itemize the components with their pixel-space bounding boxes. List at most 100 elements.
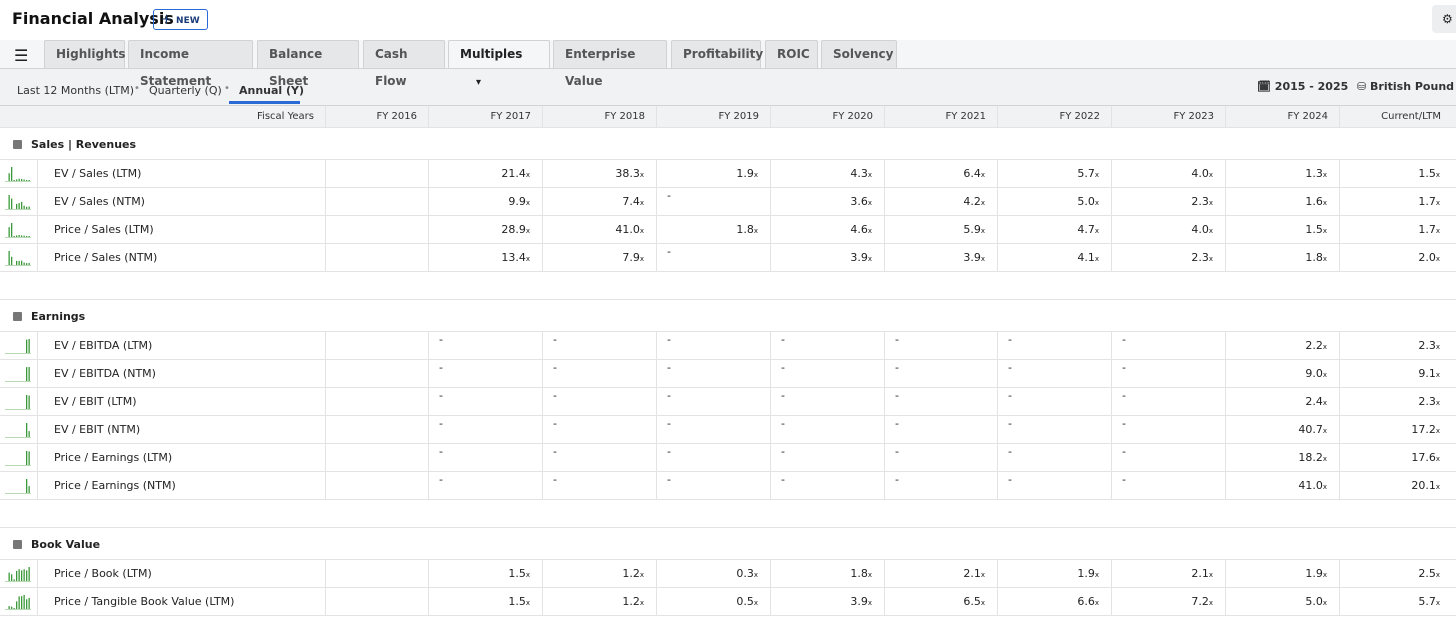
value-dash: - (1122, 417, 1126, 430)
sparkline-bar (16, 235, 18, 237)
table-row: EV / EBIT (NTM) - - - - - - - 40.7x 17.2x (0, 416, 1456, 444)
tab[interactable]: ROIC (765, 40, 818, 68)
value-cell: 2.3x (1339, 332, 1452, 360)
sparkline-bar (26, 206, 28, 209)
tab[interactable]: Profitability (671, 40, 763, 68)
value-dash: - (1008, 389, 1012, 402)
value-cell: 1.8x (1225, 244, 1339, 272)
settings-button[interactable]: ⚙ (1432, 5, 1456, 33)
value-dash: - (439, 445, 443, 458)
sparkline-bar (26, 263, 28, 265)
collapse-icon[interactable] (13, 312, 22, 321)
value-cell: 5.7x (1339, 588, 1452, 616)
value-cell: 41.0x (1225, 472, 1339, 500)
value-cell: - (428, 416, 542, 444)
value-text: 4.0x (1191, 223, 1213, 236)
value-text: 13.4x (501, 251, 530, 264)
tab[interactable]: Enterprise Value (553, 40, 667, 88)
new-button[interactable]: + NEW (153, 9, 208, 30)
value-cell: 18.2x (1225, 444, 1339, 472)
sparkline-bar (11, 223, 13, 237)
sparkline-bar (26, 339, 28, 353)
column-header: FY 2018 (542, 106, 656, 128)
value-cell: 9.9x (428, 188, 542, 216)
section-header: Earnings (0, 300, 1456, 332)
value-cell: - (656, 332, 770, 360)
tab[interactable]: Income Statement (128, 40, 253, 88)
sparkline-bar (28, 486, 30, 493)
sparkline-bar (26, 570, 28, 581)
sparkline-bar (21, 596, 23, 609)
menu-button[interactable]: ☰ (14, 46, 29, 65)
tab[interactable]: Multiples ▾ (448, 40, 550, 88)
value-cell: 21.4x (428, 160, 542, 188)
table-row: Price / Sales (LTM) 28.9x 41.0x 1.8x 4.6x 5.9… (0, 216, 1456, 244)
date-range[interactable]: 🗓 2015 - 2025 (1257, 80, 1349, 93)
value-cell: - (770, 416, 884, 444)
spacer-row (0, 500, 1456, 528)
value-dash: - (667, 445, 671, 458)
value-cell: - (542, 360, 656, 388)
tab[interactable]: Highlights (44, 40, 126, 68)
row-label: Price / Earnings (LTM) (37, 444, 325, 472)
column-header: FY 2017 (428, 106, 542, 128)
value-cell: 1.6x (1225, 188, 1339, 216)
collapse-icon[interactable] (13, 540, 22, 549)
value-text: 1.3x (1305, 167, 1327, 180)
sparkline-bar (8, 251, 10, 265)
value-cell: 0.3x (656, 560, 770, 588)
value-cell: 1.8x (770, 560, 884, 588)
sparkline-bar (26, 599, 28, 609)
sparkline-bar (23, 262, 25, 265)
tab[interactable]: Cash Flow (363, 40, 445, 88)
currency[interactable]: ⛁ British Pound Sterling (1357, 80, 1456, 93)
column-header: FY 2020 (770, 106, 884, 128)
value-dash: - (1122, 389, 1126, 402)
collapse-icon[interactable] (13, 140, 22, 149)
value-cell: 0.5x (656, 588, 770, 616)
tab[interactable]: Balance Sheet (257, 40, 359, 88)
value-dash: - (553, 473, 557, 486)
value-dash: - (1008, 361, 1012, 374)
sparkline-bar (11, 256, 13, 265)
value-cell: 1.5x (1225, 216, 1339, 244)
value-dash: - (1008, 417, 1012, 430)
sparkline-bar (28, 451, 30, 465)
sparkline-bar (28, 180, 30, 181)
value-text: 38.3x (615, 167, 644, 180)
value-cell: - (428, 388, 542, 416)
value-cell: 9.1x (1339, 360, 1452, 388)
value-dash: - (553, 417, 557, 430)
sparkline-bar (11, 198, 13, 209)
value-text: 9.9x (508, 195, 530, 208)
value-cell: 1.2x (542, 588, 656, 616)
value-cell: - (997, 444, 1111, 472)
value-text: 41.0x (615, 223, 644, 236)
value-cell: 4.0x (1111, 216, 1225, 244)
period-option[interactable]: Quarterly (Q) (149, 84, 222, 97)
tab[interactable]: Solvency (821, 40, 897, 68)
period-option[interactable]: Annual (Y) (239, 84, 305, 97)
value-text: 1.7x (1418, 195, 1440, 208)
sparkline-bar (26, 180, 28, 181)
value-cell: 4.1x (997, 244, 1111, 272)
value-dash: - (895, 389, 899, 402)
period-option[interactable]: Last 12 Months (LTM) (17, 84, 135, 97)
sparkline-bar (26, 423, 28, 437)
row-label: EV / Sales (LTM) (37, 160, 325, 188)
sparkline-bar (28, 567, 30, 581)
value-text: 3.9x (850, 251, 872, 264)
value-dash: - (553, 333, 557, 346)
value-text: 6.4x (963, 167, 985, 180)
value-cell: - (997, 416, 1111, 444)
value-dash: - (895, 473, 899, 486)
value-cell (325, 160, 428, 188)
value-dash: - (781, 473, 785, 486)
value-cell: 5.7x (997, 160, 1111, 188)
value-dash: - (439, 333, 443, 346)
sparkline-bar (18, 234, 20, 237)
value-cell: 4.3x (770, 160, 884, 188)
value-cell: - (428, 472, 542, 500)
value-cell: - (1111, 332, 1225, 360)
